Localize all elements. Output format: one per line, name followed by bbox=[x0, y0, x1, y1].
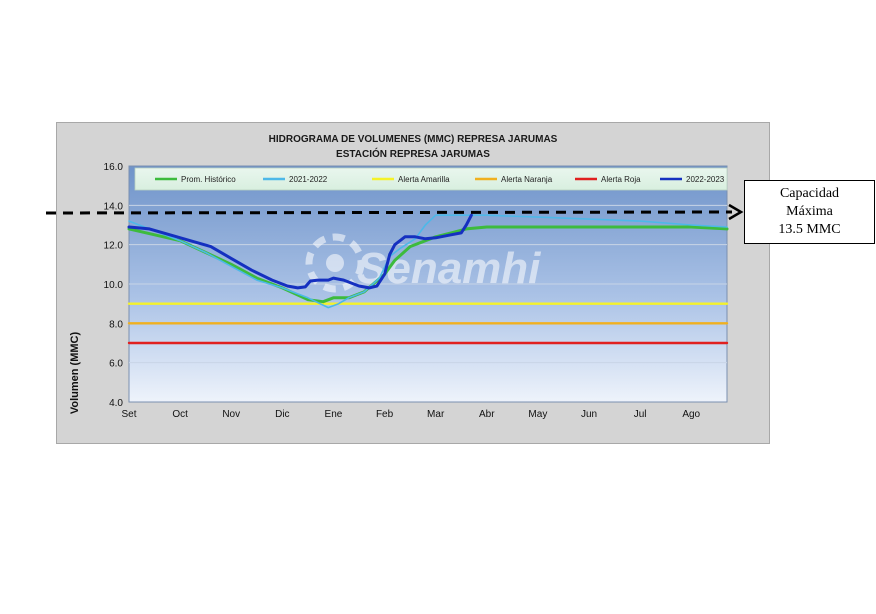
chart-frame: Senamhi 4.0 6.0 8.0 10.0 12.0 14.0 16.0 Set Oct… bbox=[56, 122, 770, 444]
x-tick-label: Dic bbox=[275, 409, 289, 420]
y-tick-label: 10.0 bbox=[104, 280, 124, 291]
y-tick-labels: 4.0 6.0 8.0 10.0 12.0 14.0 16.0 bbox=[104, 162, 124, 409]
y-tick-label: 4.0 bbox=[109, 398, 123, 409]
capacity-annotation: Capacidad Máxima 13.5 MMC bbox=[744, 180, 875, 244]
x-tick-label: Set bbox=[121, 409, 136, 420]
x-tick-label: May bbox=[528, 409, 547, 420]
y-tick-label: 12.0 bbox=[104, 241, 124, 252]
x-tick-label: Abr bbox=[479, 409, 495, 420]
x-tick-label: Feb bbox=[376, 409, 394, 420]
legend: Prom. Histórico 2021-2022 Alerta Amarilla A… bbox=[155, 175, 725, 184]
legend-label: Alerta Naranja bbox=[501, 175, 553, 184]
chart-subtitle: ESTACIÓN REPRESA JARUMAS bbox=[336, 149, 490, 160]
chart-title: HIDROGRAMA DE VOLUMENES (MMC) REPRESA JA… bbox=[268, 134, 558, 145]
y-tick-label: 14.0 bbox=[104, 201, 124, 212]
x-tick-labels: Set Oct Nov Dic Ene Feb Mar Abr May Jun Jul Ago bbox=[121, 409, 700, 420]
series-line-prom-hist-rico bbox=[127, 225, 729, 304]
legend-label: 2022-2023 bbox=[686, 175, 725, 184]
y-tick-label: 8.0 bbox=[109, 319, 123, 330]
capacity-line-2: Máxima bbox=[786, 204, 833, 219]
legend-label: Prom. Histórico bbox=[181, 175, 236, 184]
x-tick-label: Ago bbox=[682, 409, 700, 420]
x-tick-label: Oct bbox=[172, 409, 188, 420]
capacity-line-3: 13.5 MMC bbox=[778, 222, 841, 237]
series-lines bbox=[127, 213, 729, 345]
y-tick-label: 6.0 bbox=[109, 359, 123, 370]
series-line-2021-2022 bbox=[128, 214, 728, 309]
x-tick-label: Ene bbox=[325, 409, 343, 420]
legend-box bbox=[134, 167, 728, 191]
y-tick-label: 16.0 bbox=[104, 162, 124, 173]
legend-label: Alerta Amarilla bbox=[398, 175, 450, 184]
y-axis-label: Volumen (MMC) bbox=[69, 331, 81, 415]
capacity-line-1: Capacidad bbox=[779, 186, 840, 201]
legend-label: Alerta Roja bbox=[601, 175, 641, 184]
x-tick-label: Mar bbox=[427, 409, 445, 420]
x-tick-label: Jun bbox=[581, 409, 597, 420]
chart-svg: Senamhi 4.06.08.010.012.014.016.0 Set Oct… bbox=[104, 162, 729, 420]
series-line-2022-2023 bbox=[127, 213, 473, 290]
legend-label: 2021-2022 bbox=[289, 175, 328, 184]
x-tick-label: Nov bbox=[222, 409, 240, 420]
x-tick-label: Jul bbox=[634, 409, 647, 420]
